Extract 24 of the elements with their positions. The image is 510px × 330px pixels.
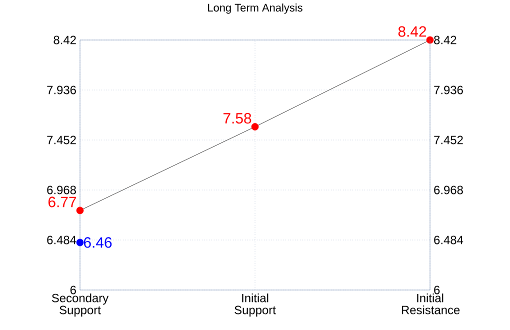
y2-tick-label: 8.42 [434, 36, 456, 44]
x-tick-label: Initial Resistance [402, 294, 460, 314]
data-label: 8.42 [398, 26, 426, 37]
data-label: 7.58 [223, 112, 252, 124]
point [76, 206, 84, 214]
x-tick-label: Initial Support [234, 294, 276, 317]
y-tick-label: 6.484 [47, 236, 76, 244]
y2-tick-label: 7.452 [434, 136, 463, 144]
y2-tick-label: 6.968 [434, 186, 463, 194]
point [426, 36, 434, 44]
y2-tick-label: 6.484 [434, 236, 464, 244]
y-tick-label: 7.936 [47, 86, 76, 94]
chart-title: Long Term Analysis [208, 4, 302, 14]
y-tick-label: 8.42 [54, 36, 76, 44]
point [76, 238, 84, 246]
y-tick-label: 7.452 [47, 136, 76, 144]
x-tick-label: Secondary Support [52, 294, 109, 317]
y-tick-label: 6 [70, 286, 76, 294]
point [251, 123, 259, 130]
data-label: 6.46 [84, 237, 112, 248]
y-tick-label: 6.968 [47, 186, 76, 194]
y2-tick-label: 7.936 [434, 86, 463, 94]
y2-tick-label: 6 [434, 286, 440, 294]
data-label: 6.77 [48, 196, 76, 208]
